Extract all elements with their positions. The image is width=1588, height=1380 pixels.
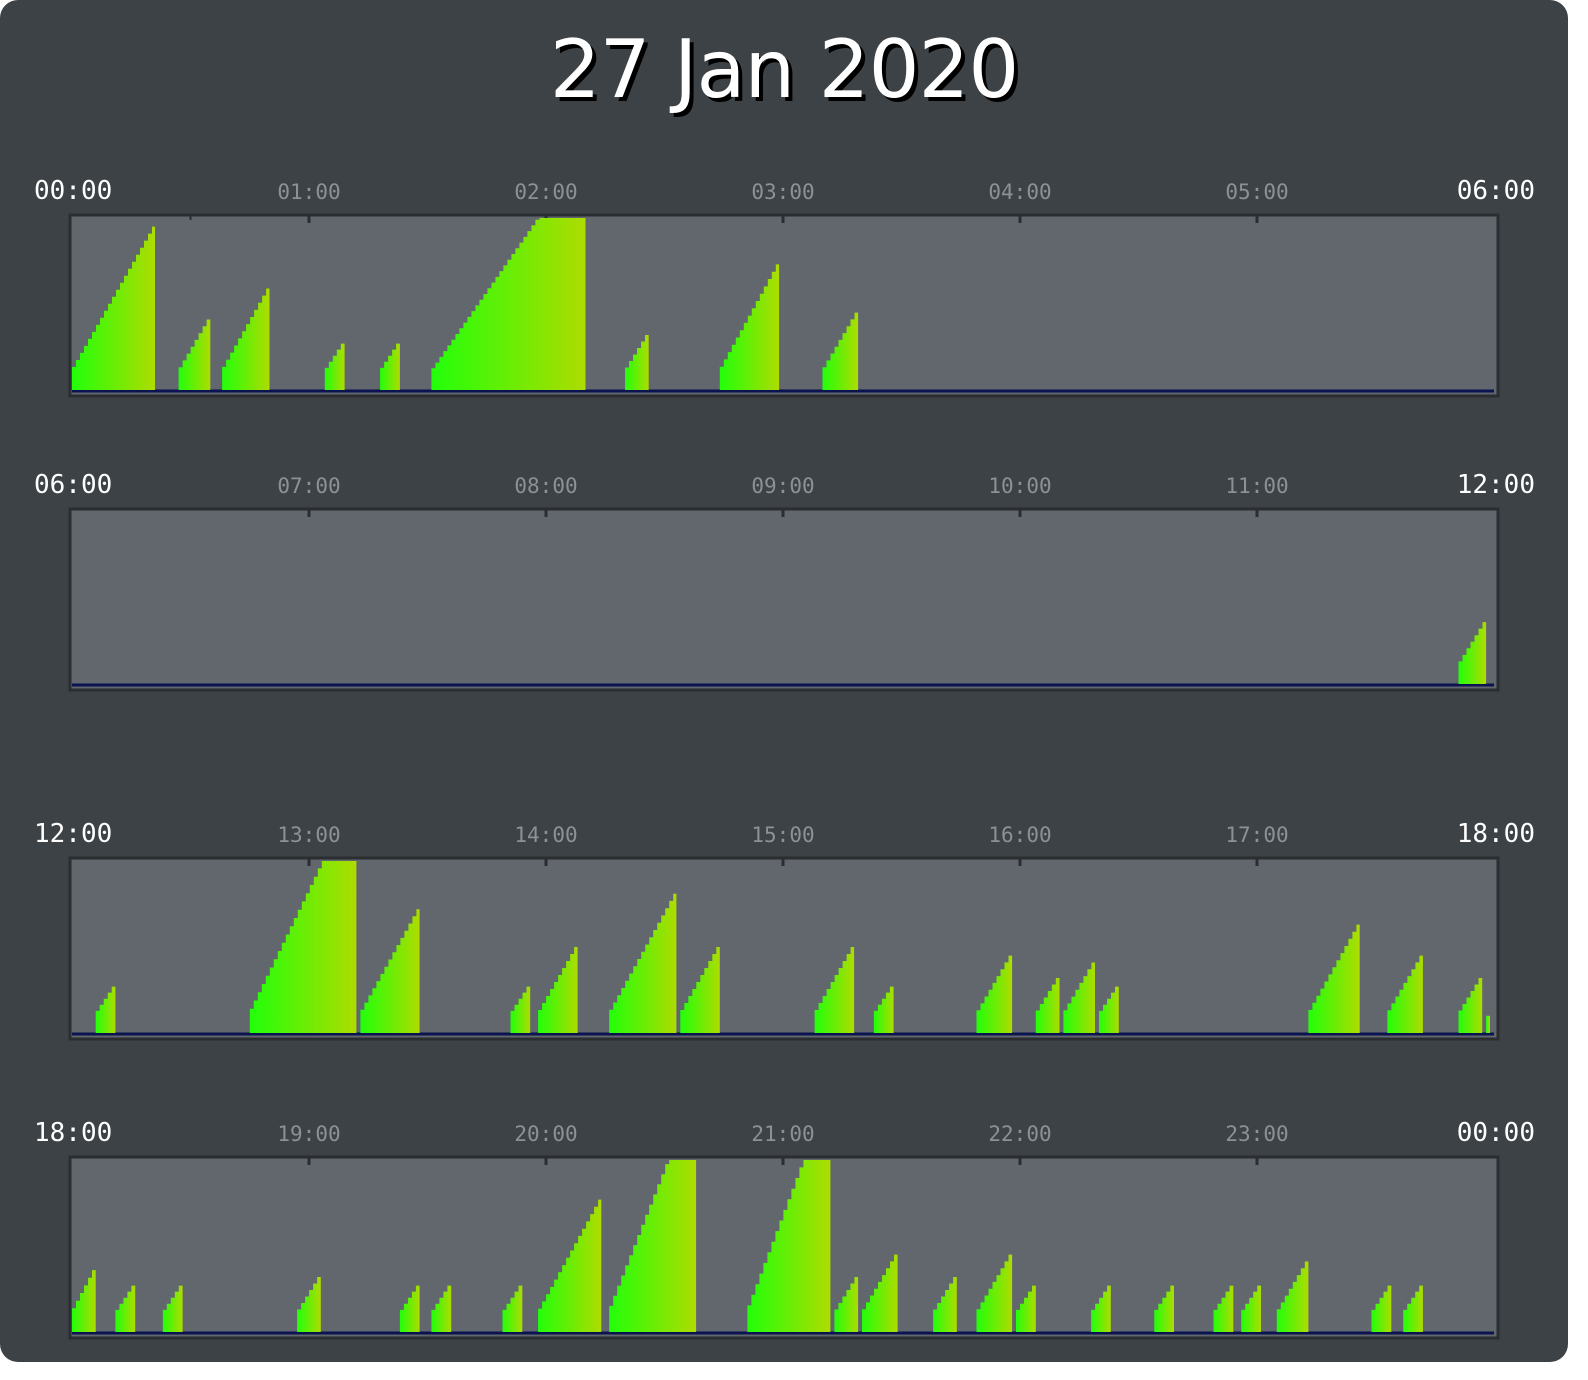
activity-segment (1035, 978, 1060, 1033)
hour-tick-label: 21:00 (751, 1122, 815, 1146)
activity-segment (976, 955, 1013, 1033)
hour-tick-label: 17:00 (1225, 823, 1289, 847)
timeline-panel (68, 213, 1500, 398)
activity-segment (72, 1270, 96, 1332)
activity-segment (747, 1160, 831, 1332)
hour-tick-label: 01:00 (277, 180, 341, 204)
activity-segment (1458, 978, 1483, 1033)
activity-segment (822, 312, 859, 390)
activity-segment (873, 986, 894, 1033)
activity-segment (380, 343, 400, 390)
activity-segment (862, 1254, 898, 1332)
hour-tick-label: 16:00 (988, 823, 1052, 847)
activity-segment (680, 947, 720, 1033)
hour-tick-label: 08:00 (514, 474, 578, 498)
activity-segment (1486, 1015, 1490, 1033)
activity-segment (1458, 622, 1487, 684)
hour-tick-label: 06:00 (1456, 176, 1535, 206)
timeline-row: 12:00 13:00 14:00 15:00 16:00 17:00 18:00 (0, 819, 1568, 1061)
hour-tick-label: 12:00 (1456, 470, 1535, 500)
hour-tick-label: 03:00 (751, 180, 815, 204)
activity-segment (1387, 955, 1423, 1033)
activity-segment (609, 1160, 697, 1332)
timeline-row: 18:00 19:00 20:00 21:00 22:00 23:00 00:00 (0, 1118, 1568, 1360)
hour-tick-label: 23:00 (1225, 1122, 1289, 1146)
panel-background (68, 213, 1500, 398)
activity-segment (222, 288, 270, 390)
hour-tick-label: 13:00 (277, 823, 341, 847)
activity-segment (1099, 986, 1119, 1033)
timeline-panel (68, 856, 1500, 1041)
activity-segment (1308, 924, 1360, 1033)
hour-tick-label: 02:00 (514, 180, 578, 204)
timeline-panel (68, 1155, 1500, 1340)
activity-segment (360, 909, 420, 1033)
timeline-row: 00:00 01:00 02:00 03:00 04:00 05:00 06:00 (0, 176, 1568, 418)
hour-tick-label: 18:00 (34, 1118, 113, 1148)
activity-segment (814, 947, 855, 1033)
activity-segment (1403, 1285, 1423, 1332)
hour-tick-label: 18:00 (1456, 819, 1535, 849)
activity-segment (510, 986, 531, 1033)
activity-segment (834, 1277, 859, 1332)
activity-segment (1063, 962, 1095, 1033)
activity-segment (538, 1199, 602, 1332)
activity-segment (324, 343, 345, 390)
activity-segment (933, 1277, 957, 1332)
chart-title: 27 Jan 2020 (549, 23, 1020, 116)
activity-segment (249, 861, 357, 1033)
timeline-panel (68, 507, 1500, 692)
activity-segment (1276, 1261, 1309, 1332)
hour-tick-label: 19:00 (277, 1122, 341, 1146)
activity-segment (976, 1254, 1013, 1332)
hour-tick-label: 20:00 (514, 1122, 578, 1146)
hour-tick-label: 00:00 (34, 176, 113, 206)
activity-segment (297, 1277, 321, 1332)
hour-tick-label: 05:00 (1225, 180, 1289, 204)
activity-segment (625, 335, 649, 390)
activity-segment (1213, 1285, 1234, 1332)
timeline-row: 06:00 07:00 08:00 09:00 10:00 11:00 12:00 (0, 470, 1568, 712)
hour-tick-label: 15:00 (751, 823, 815, 847)
activity-segment (1154, 1285, 1174, 1332)
activity-segment (162, 1285, 183, 1332)
hour-tick-label: 06:00 (34, 470, 113, 500)
hour-tick-label: 22:00 (988, 1122, 1052, 1146)
hour-tick-label: 12:00 (34, 819, 113, 849)
activity-segment (1371, 1285, 1392, 1332)
hour-tick-label: 11:00 (1225, 474, 1289, 498)
activity-segment (178, 319, 211, 390)
activity-segment (502, 1285, 523, 1332)
chart-card: 27 Jan 2020 00:00 01:00 02:00 03:00 04:00 05:… (0, 0, 1568, 1362)
activity-segment (1016, 1285, 1036, 1332)
activity-segment (1091, 1285, 1111, 1332)
activity-segment (1241, 1285, 1261, 1332)
activity-segment (719, 264, 780, 390)
activity-segment (431, 218, 586, 390)
activity-segment (115, 1285, 136, 1332)
activity-segment (399, 1285, 420, 1332)
hour-tick-label: 10:00 (988, 474, 1052, 498)
hour-tick-label: 14:00 (514, 823, 578, 847)
hour-tick-label: 04:00 (988, 180, 1052, 204)
hour-tick-label: 00:00 (1456, 1118, 1535, 1148)
activity-segment (95, 986, 116, 1033)
activity-segment (609, 893, 677, 1033)
panel-background (68, 507, 1500, 692)
activity-segment (431, 1285, 452, 1332)
hour-tick-label: 09:00 (751, 474, 815, 498)
activity-segment (72, 226, 155, 390)
activity-segment (538, 947, 578, 1033)
hour-tick-label: 07:00 (277, 474, 341, 498)
